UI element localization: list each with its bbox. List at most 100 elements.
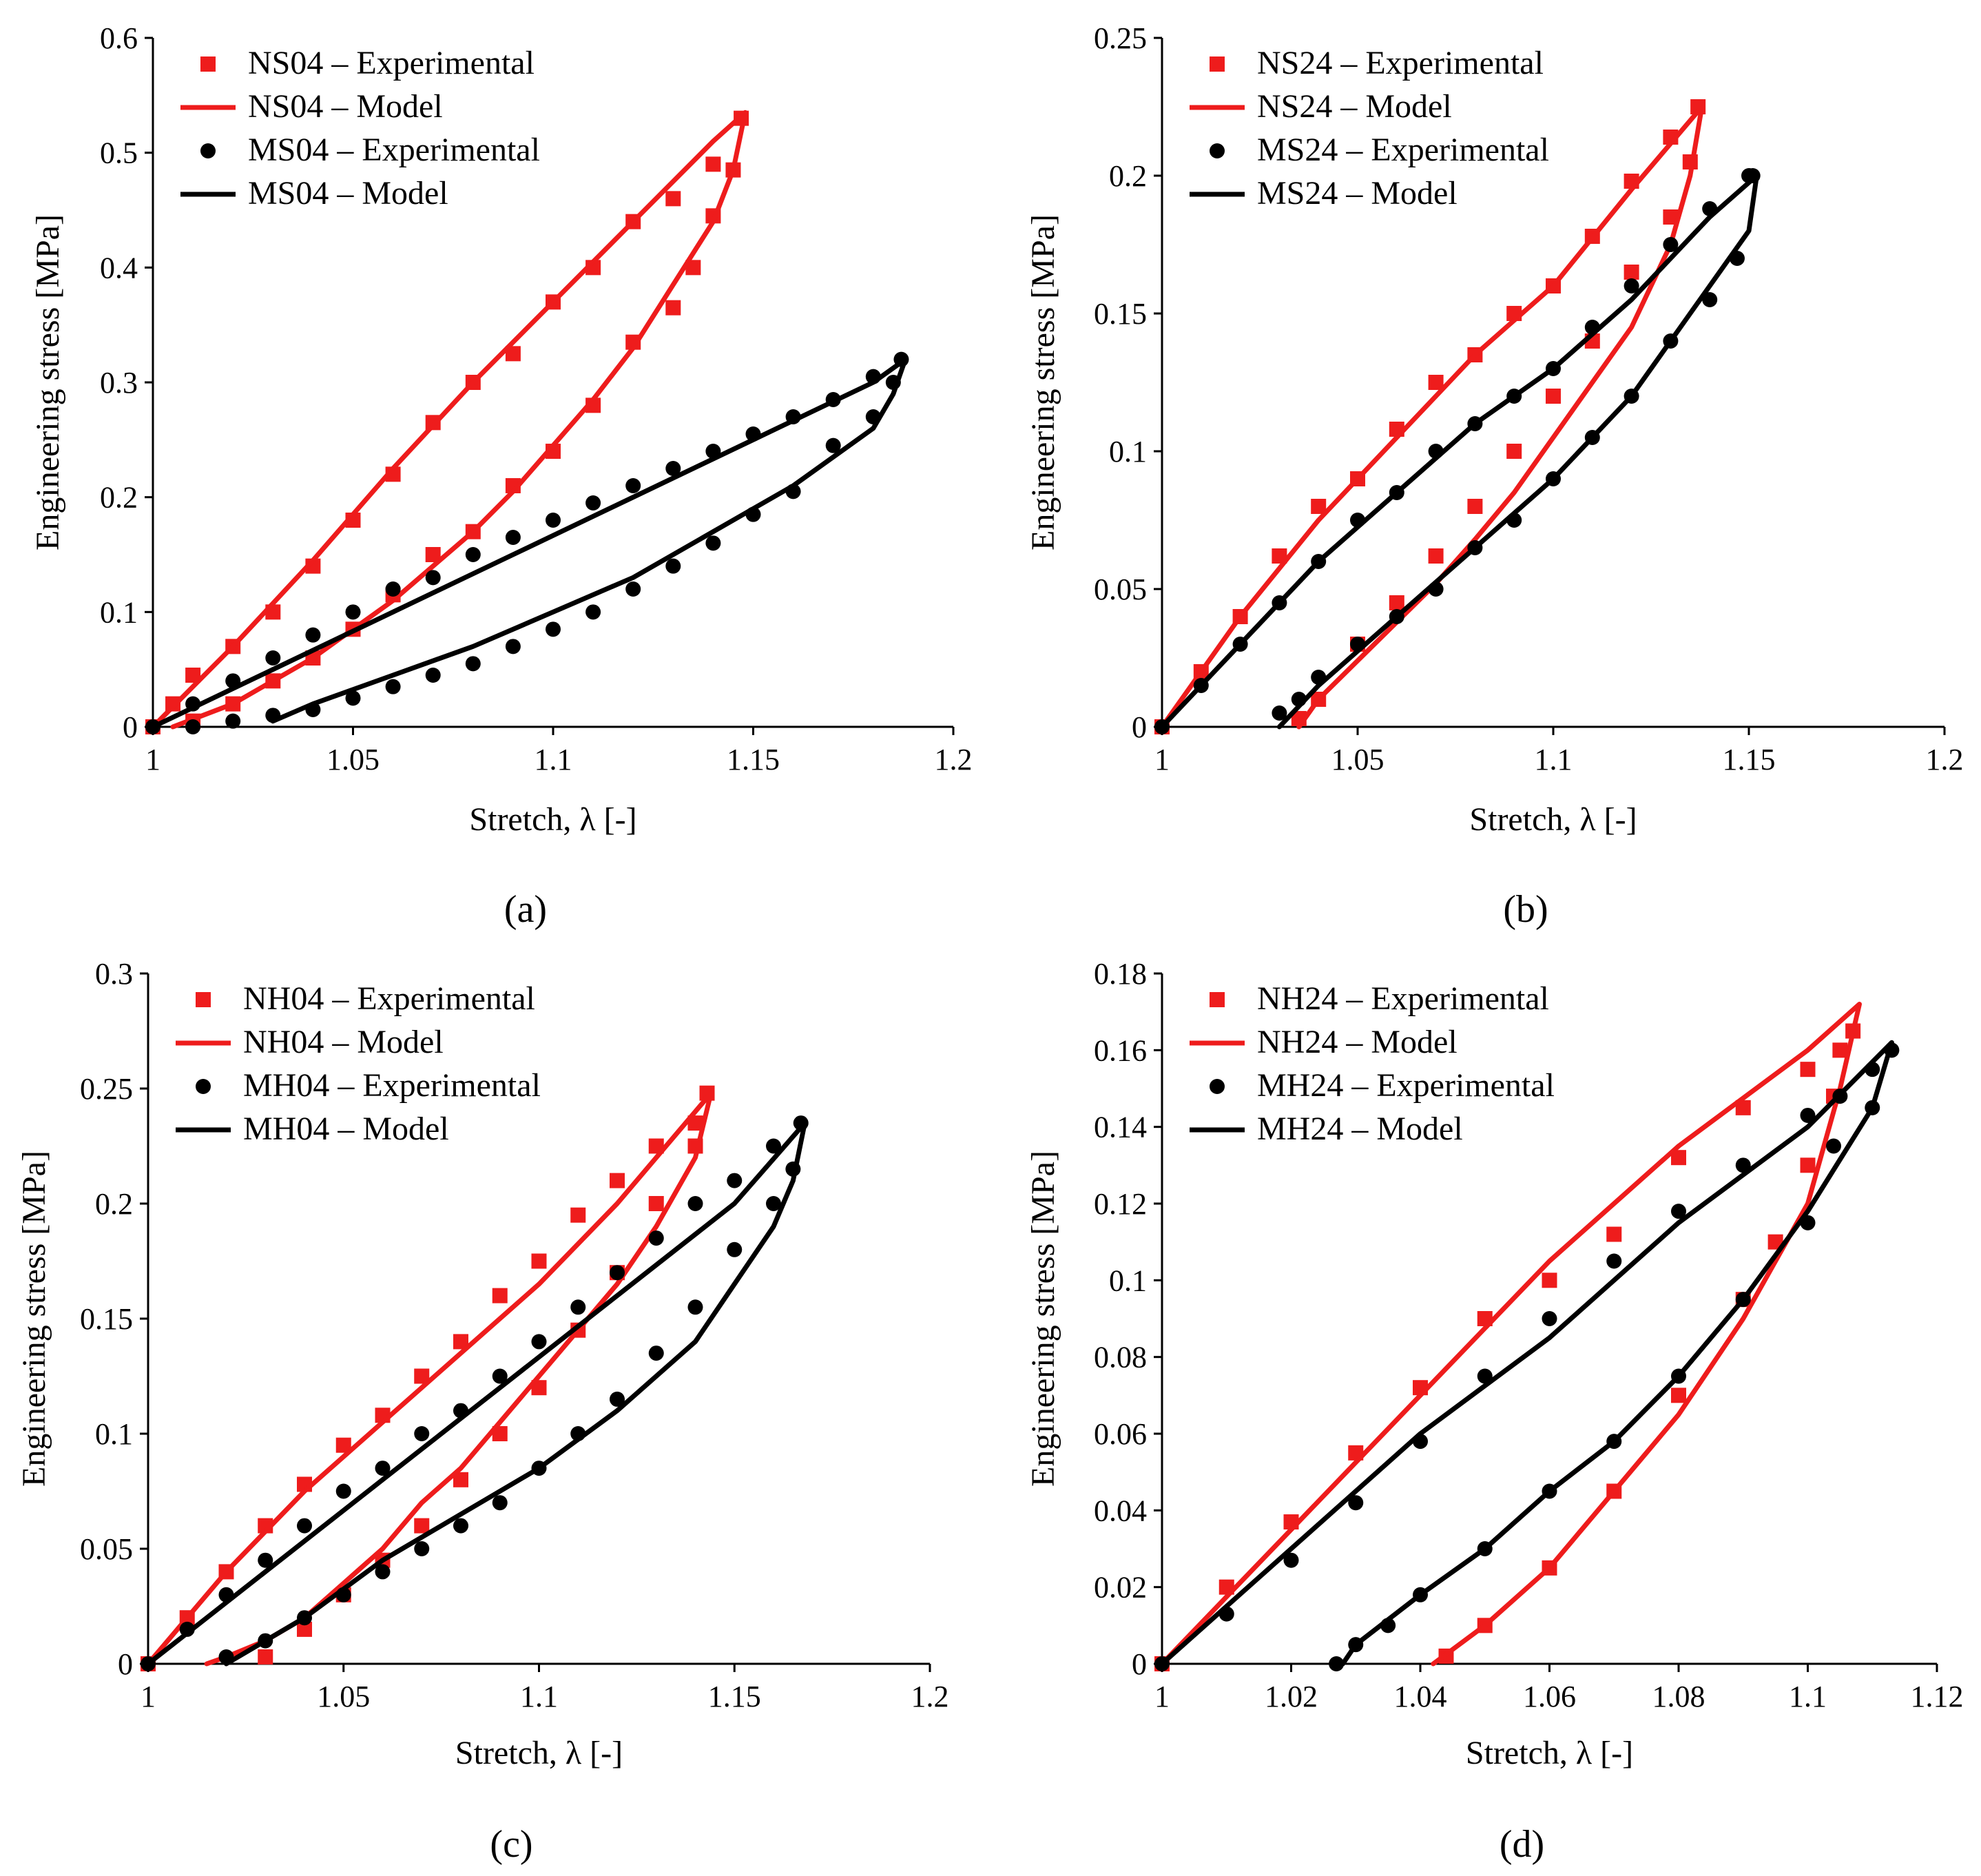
- y-tick-label: 0.16: [1094, 1033, 1147, 1067]
- data-point: [335, 1483, 351, 1499]
- series-mh24-model: [1159, 1040, 1894, 1667]
- data-point: [505, 530, 521, 545]
- data-point: [385, 679, 401, 694]
- data-point: [1624, 278, 1639, 293]
- data-point: [648, 1196, 664, 1211]
- series-nh24-model: [1159, 1002, 1862, 1667]
- y-tick-label: 0.4: [100, 251, 138, 285]
- y-tick-label: 0: [1132, 710, 1147, 744]
- data-point: [825, 437, 841, 453]
- data-point: [1311, 499, 1327, 514]
- legend-entry: MS24 – Experimental: [1210, 132, 1549, 168]
- data-point: [1767, 1234, 1783, 1250]
- y-axis-label: Engineering stress [MPa]: [16, 1151, 52, 1487]
- legend-label: MS24 – Experimental: [1257, 132, 1549, 168]
- x-tick-label: 1.05: [317, 1680, 370, 1713]
- data-point: [1272, 705, 1287, 721]
- legend-entry: MH24 – Model: [1190, 1111, 1463, 1147]
- x-tick-label: 1.1: [535, 743, 572, 776]
- legend-entry: MH04 – Model: [176, 1111, 449, 1147]
- x-axis-label: Stretch, λ [-]: [1469, 801, 1637, 838]
- data-point: [225, 713, 241, 729]
- data-point: [687, 1299, 703, 1315]
- data-point: [1800, 1062, 1816, 1078]
- legend-entry: MS04 – Experimental: [200, 132, 540, 168]
- series-mh04-model: [145, 1120, 807, 1667]
- data-point: [705, 156, 721, 172]
- x-tick-label: 1.02: [1265, 1680, 1318, 1713]
- y-axis-label: Engineering stress [MPa]: [1025, 1151, 1061, 1487]
- y-tick-label: 0: [118, 1647, 133, 1681]
- x-tick-label: 1.2: [935, 743, 973, 776]
- data-point: [1606, 1253, 1622, 1269]
- legend-label: MH24 – Experimental: [1257, 1067, 1555, 1104]
- data-point: [1671, 1388, 1686, 1403]
- data-point: [705, 535, 721, 551]
- y-tick-label: 0.25: [80, 1072, 133, 1106]
- x-tick-label: 1: [1154, 1680, 1170, 1713]
- data-point: [1542, 1272, 1557, 1288]
- series-nh04-experimental: [141, 1085, 715, 1671]
- data-point: [375, 1461, 391, 1476]
- data-point: [1428, 548, 1444, 564]
- data-point: [585, 604, 601, 620]
- data-point: [345, 690, 361, 706]
- x-tick-label: 1.08: [1652, 1680, 1705, 1713]
- data-point: [453, 1334, 468, 1350]
- legend-entry: MH04 – Experimental: [196, 1067, 541, 1104]
- data-point: [665, 191, 681, 207]
- x-tick-label: 1.15: [1723, 743, 1776, 776]
- legend-entry: NH24 – Experimental: [1210, 980, 1549, 1017]
- data-point: [505, 639, 521, 654]
- y-tick-label: 0.6: [100, 21, 138, 55]
- series-line: [150, 357, 908, 730]
- legend-label: NS24 – Experimental: [1257, 45, 1544, 81]
- data-point: [1283, 1552, 1299, 1568]
- legend-square-swatch: [1210, 992, 1225, 1007]
- data-point: [546, 621, 561, 637]
- legend-label: NS24 – Model: [1257, 88, 1452, 125]
- data-point: [766, 1196, 781, 1211]
- data-point: [414, 1426, 430, 1441]
- x-axis-label: Stretch, λ [-]: [1466, 1735, 1633, 1771]
- legend-entry: NH04 – Model: [176, 1024, 444, 1060]
- data-point: [375, 1564, 391, 1580]
- x-tick-label: 1.1: [1789, 1680, 1827, 1713]
- legend-label: MH04 – Model: [243, 1111, 449, 1147]
- data-point: [492, 1288, 508, 1303]
- data-point: [265, 650, 281, 666]
- x-tick-label: 1.2: [1926, 743, 1964, 776]
- legend-entry: NH24 – Model: [1190, 1024, 1458, 1060]
- data-point: [1272, 548, 1287, 564]
- data-point: [1389, 595, 1404, 610]
- legend-label: NH04 – Experimental: [243, 980, 535, 1017]
- legend-label: NS04 – Experimental: [248, 45, 535, 81]
- x-axis-label: Stretch, λ [-]: [455, 1735, 623, 1771]
- y-tick-label: 0.3: [100, 366, 138, 400]
- y-tick-label: 0.12: [1094, 1187, 1147, 1221]
- data-point: [453, 1472, 468, 1487]
- y-tick-label: 0.2: [95, 1187, 133, 1221]
- legend-entry: NS04 – Model: [180, 88, 443, 125]
- legend-label: MS04 – Experimental: [248, 132, 540, 168]
- series-ms24-experimental: [1154, 168, 1761, 734]
- data-point: [1663, 209, 1679, 225]
- data-point: [1606, 1226, 1622, 1242]
- panel-caption: (d): [1500, 1823, 1544, 1866]
- data-point: [1542, 1311, 1557, 1326]
- y-tick-label: 0.1: [1109, 1264, 1147, 1297]
- chart-a: 0 0.1 0.2 0.3 0.4 0.5 0.6 1 1.05 1.1 1.15 1.2 Stretc…: [30, 21, 973, 931]
- data-point: [665, 558, 681, 574]
- y-axis-label: Engineering stress [MPa]: [1025, 214, 1061, 550]
- y-tick-label: 0.1: [1109, 435, 1147, 468]
- data-point: [625, 581, 641, 597]
- legend-circle-swatch: [1210, 1079, 1225, 1094]
- data-point: [1671, 1150, 1686, 1166]
- legend-label: NH04 – Model: [243, 1024, 444, 1060]
- data-point: [610, 1265, 625, 1281]
- data-point: [685, 260, 701, 276]
- series-line: [1159, 1040, 1894, 1667]
- data-point: [531, 1334, 547, 1350]
- legend-circle-swatch: [196, 1079, 211, 1094]
- panel-caption: (a): [504, 888, 547, 931]
